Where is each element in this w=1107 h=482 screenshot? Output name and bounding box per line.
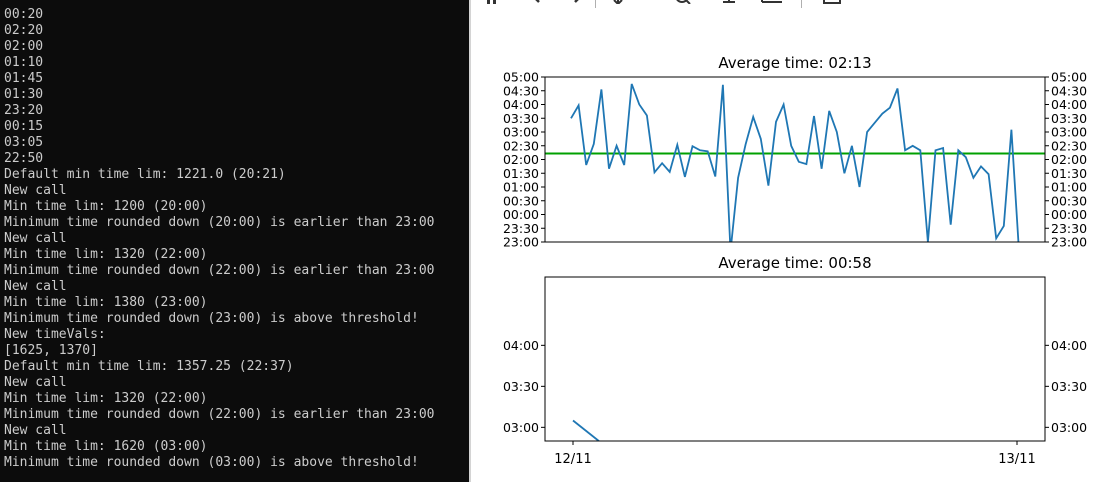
y-tick-label: 00:00 — [503, 207, 539, 222]
y-tick-label: 03:00 — [503, 125, 539, 140]
terminal-line: 23:20 — [4, 103, 44, 118]
y-tick-label-right: 04:00 — [1051, 338, 1087, 353]
y-tick-label-right: 04:30 — [1051, 83, 1087, 98]
plot-toolbar — [471, 0, 1107, 8]
terminal-line: Min time lim: 1320 (22:00) — [4, 247, 208, 262]
terminal-window[interactable]: 00:20 02:20 02:00 01:10 01:45 01:30 23:20 00:15… — [0, 0, 469, 482]
terminal-line: 01:45 — [4, 71, 44, 86]
terminal-line: Default min time lim: 1357.25 (22:37) — [4, 359, 294, 374]
terminal-line: New call — [4, 279, 67, 294]
terminal-line: 22:50 — [4, 151, 44, 166]
terminal-line: Min time lim: 1620 (03:00) — [4, 439, 208, 454]
y-tick-label-right: 02:00 — [1051, 152, 1087, 167]
terminal-line: Min time lim: 1320 (22:00) — [4, 391, 208, 406]
x-tick-label: 12/11 — [554, 452, 591, 467]
y-tick-label-right: 23:30 — [1051, 221, 1087, 236]
plot-window: Average time: 02:13 23:00 23:00 23:30 23:30 0… — [471, 0, 1107, 482]
y-tick-label: 02:30 — [503, 138, 539, 153]
bottom-axes: Average time: 00:58 03:00 03:00 03:30 03:30 0… — [503, 254, 1087, 467]
y-tick-label-right: 03:30 — [1051, 379, 1087, 394]
edit-axes-icon[interactable] — [761, 0, 783, 4]
terminal-line: Min time lim: 1380 (23:00) — [4, 295, 208, 310]
series-line — [572, 419, 600, 441]
terminal-line: New call — [4, 423, 67, 438]
y-tick-label-right: 01:30 — [1051, 166, 1087, 181]
terminal-output: 00:20 02:20 02:00 01:10 01:45 01:30 23:20 00:15… — [4, 7, 434, 471]
terminal-line: 00:15 — [4, 119, 44, 134]
terminal-line: Default min time lim: 1221.0 (20:21) — [4, 167, 286, 182]
pan-icon[interactable] — [485, 0, 499, 4]
terminal-line: Minimum time rounded down (23:00) is abo… — [4, 311, 419, 326]
terminal-line: New call — [4, 183, 67, 198]
terminal-line: Minimum time rounded down (22:00) is ear… — [4, 407, 435, 422]
back-arrow-icon[interactable] — [529, 0, 543, 4]
y-tick-label: 04:30 — [503, 83, 539, 98]
move-icon[interactable] — [611, 0, 625, 4]
terminal-line: Min time lim: 1200 (20:00) — [4, 199, 208, 214]
y-tick-label: 03:00 — [503, 420, 539, 435]
y-tick-label-right: 05:00 — [1051, 70, 1087, 85]
y-tick-label-right: 01:00 — [1051, 180, 1087, 195]
y-tick-label-right: 00:30 — [1051, 193, 1087, 208]
y-tick-label: 03:30 — [503, 111, 539, 126]
terminal-line: Minimum time rounded down (03:00) is abo… — [4, 455, 419, 470]
toolbar-separator — [595, 0, 596, 8]
axes-frame — [544, 76, 1046, 243]
series-line — [570, 83, 1020, 242]
y-tick-label: 01:00 — [503, 180, 539, 195]
y-tick-label-right: 03:00 — [1051, 420, 1087, 435]
toolbar-separator — [801, 0, 802, 8]
terminal-line: Minimum time rounded down (22:00) is ear… — [4, 263, 435, 278]
y-tick-label: 23:00 — [503, 235, 539, 250]
terminal-line: 03:05 — [4, 135, 44, 150]
window-divider — [469, 0, 471, 482]
y-tick-label: 04:00 — [503, 97, 539, 112]
forward-arrow-icon[interactable] — [571, 0, 585, 4]
y-tick-label: 23:30 — [503, 221, 539, 236]
terminal-line: 01:10 — [4, 55, 44, 70]
y-tick-label: 04:00 — [503, 338, 539, 353]
save-icon[interactable] — [823, 0, 841, 4]
subplots-icon[interactable] — [721, 0, 737, 4]
y-tick-label: 00:30 — [503, 193, 539, 208]
y-tick-label-right: 02:30 — [1051, 138, 1087, 153]
y-tick-label-right: 23:00 — [1051, 235, 1087, 250]
terminal-line: [1625, 1370] — [4, 343, 98, 358]
x-tick-label: 13/11 — [998, 452, 1035, 467]
chart-title: Average time: 00:58 — [718, 254, 871, 272]
terminal-line: 00:20 — [4, 7, 44, 22]
y-tick-label-right: 00:00 — [1051, 207, 1087, 222]
terminal-line: New call — [4, 231, 67, 246]
terminal-line: 02:20 — [4, 23, 44, 38]
terminal-line: New call — [4, 375, 67, 390]
y-tick-label: 02:00 — [503, 152, 539, 167]
y-tick-label: 03:30 — [503, 379, 539, 394]
y-tick-label: 01:30 — [503, 166, 539, 181]
y-tick-label: 05:00 — [503, 70, 539, 85]
chart-title: Average time: 02:13 — [718, 54, 871, 72]
terminal-line: 01:30 — [4, 87, 44, 102]
axes-frame — [544, 276, 1046, 442]
y-tick-label-right: 04:00 — [1051, 97, 1087, 112]
zoom-icon[interactable] — [675, 0, 691, 4]
terminal-line: Minimum time rounded down (20:00) is ear… — [4, 215, 435, 230]
y-tick-label-right: 03:00 — [1051, 125, 1087, 140]
terminal-line: 02:00 — [4, 39, 44, 54]
terminal-line: New timeVals: — [4, 327, 106, 342]
y-tick-label-right: 03:30 — [1051, 111, 1087, 126]
